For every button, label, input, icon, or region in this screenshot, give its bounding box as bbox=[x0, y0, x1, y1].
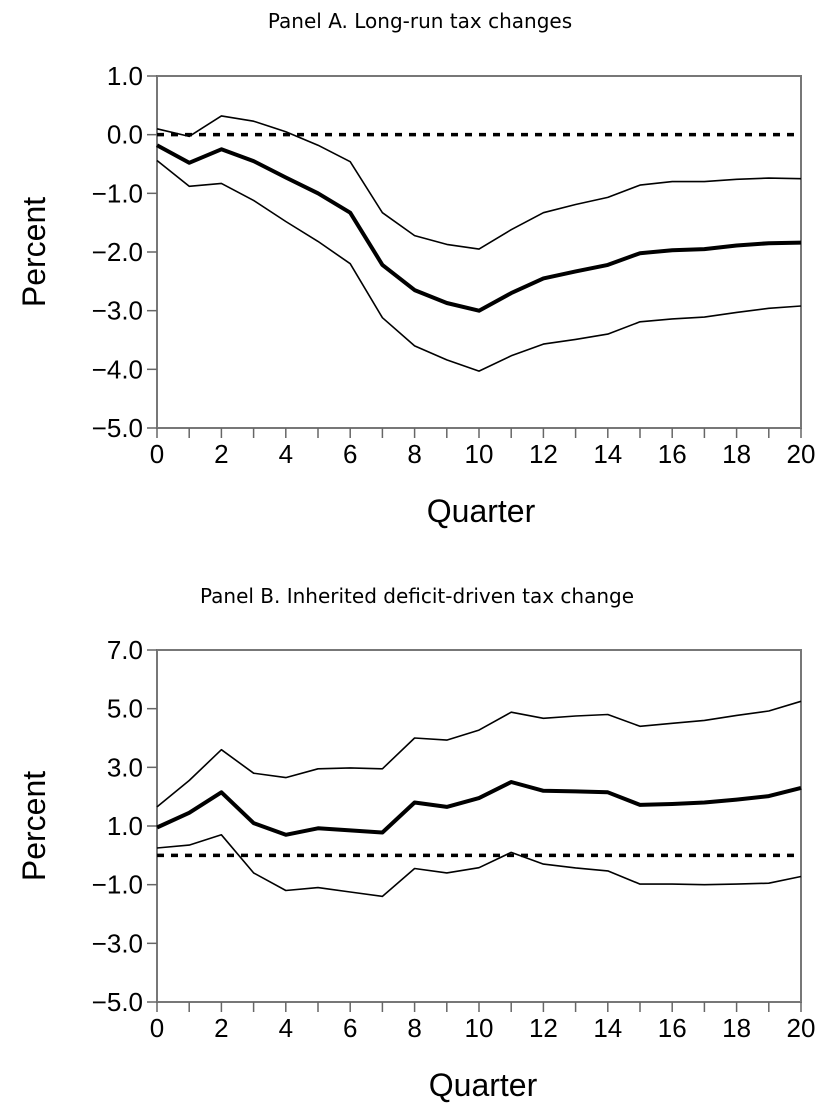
panel-a-x-tick-label: 20 bbox=[787, 439, 816, 469]
panel-b-x-axis-label: Quarter bbox=[429, 1067, 538, 1103]
panel-b-x-tick-label: 16 bbox=[658, 1013, 687, 1043]
panel-b-y-tick-label: 1.0 bbox=[107, 811, 143, 841]
panel-b-x-tick-label: 10 bbox=[465, 1013, 494, 1043]
panel-a-y-axis-label: Percent bbox=[16, 197, 52, 307]
panel-b-x-tick-label: 18 bbox=[722, 1013, 751, 1043]
panel-a-y-tick-label: −2.0 bbox=[92, 237, 143, 267]
panel-b-tick-labels: 0 2 4 6 8 10 12 14 16 18 20 7.0 5.0 3.0 1.0 −1.0 −3.0 −5.… bbox=[92, 635, 816, 1043]
panel-a-x-tick-label: 4 bbox=[279, 439, 293, 469]
panel-a-lines bbox=[156, 115, 802, 372]
panel-a-y-tick-label: −4.0 bbox=[92, 354, 143, 384]
panel-a-estimate-line bbox=[156, 143, 802, 313]
panel-a: Panel A. Long-run tax changes 0 2 4 6 8 10 12 1… bbox=[16, 9, 815, 529]
panel-b-y-axis-label: Percent bbox=[16, 771, 52, 881]
panel-a-y-tick-label: −3.0 bbox=[92, 296, 143, 326]
panel-a-lower-line bbox=[156, 159, 802, 372]
panel-b-x-tick-label: 8 bbox=[407, 1013, 421, 1043]
panel-a-x-tick-label: 8 bbox=[407, 439, 421, 469]
panel-b-x-tick-label: 4 bbox=[279, 1013, 293, 1043]
panel-b-x-tick-label: 20 bbox=[787, 1013, 816, 1043]
panel-b-x-tick-label: 12 bbox=[529, 1013, 558, 1043]
panel-b-ticks bbox=[147, 649, 802, 1012]
panel-b-x-tick-label: 2 bbox=[214, 1013, 228, 1043]
panel-b-estimate-line bbox=[156, 780, 802, 837]
panel-b-plot-frame bbox=[156, 649, 802, 1003]
panel-a-plot-frame bbox=[156, 75, 802, 429]
panel-a-tick-labels: 0 2 4 6 8 10 12 14 16 18 20 1.0 0.0 −1.0 −2.0 −3.0 −4.0 −… bbox=[92, 61, 816, 469]
panel-b: Panel B. Inherited deficit-driven tax ch… bbox=[16, 584, 815, 1103]
panel-a-y-tick-label: 0.0 bbox=[107, 120, 143, 150]
panel-b-y-tick-label: −5.0 bbox=[92, 987, 143, 1017]
panel-b-x-tick-label: 14 bbox=[593, 1013, 622, 1043]
panel-b-y-tick-label: 3.0 bbox=[107, 752, 143, 782]
panel-a-x-tick-label: 6 bbox=[343, 439, 357, 469]
panel-a-x-tick-label: 10 bbox=[465, 439, 494, 469]
panel-a-x-axis-label: Quarter bbox=[427, 493, 536, 529]
panel-b-y-tick-label: −3.0 bbox=[92, 928, 143, 958]
panel-a-x-tick-label: 0 bbox=[150, 439, 164, 469]
panel-a-x-tick-label: 14 bbox=[593, 439, 622, 469]
panel-b-title: Panel B. Inherited deficit-driven tax ch… bbox=[200, 584, 634, 608]
panel-b-y-tick-label: 5.0 bbox=[107, 694, 143, 724]
panel-a-x-tick-label: 2 bbox=[214, 439, 228, 469]
panel-a-ticks bbox=[147, 75, 802, 438]
panel-b-x-tick-label: 6 bbox=[343, 1013, 357, 1043]
panel-a-y-tick-label: −1.0 bbox=[92, 178, 143, 208]
panel-b-lines bbox=[156, 700, 802, 898]
panel-a-x-tick-label: 12 bbox=[529, 439, 558, 469]
panel-b-x-tick-label: 0 bbox=[150, 1013, 164, 1043]
panel-a-title: Panel A. Long-run tax changes bbox=[268, 9, 572, 33]
panel-a-x-tick-label: 18 bbox=[722, 439, 751, 469]
panel-b-upper-line bbox=[156, 700, 802, 808]
panel-b-lower-line bbox=[156, 833, 802, 898]
panel-a-x-tick-label: 16 bbox=[658, 439, 687, 469]
panel-a-upper-line bbox=[156, 115, 802, 250]
panel-a-y-tick-label: −5.0 bbox=[92, 413, 143, 443]
panel-b-y-tick-label: −1.0 bbox=[92, 870, 143, 900]
panel-b-y-tick-label: 7.0 bbox=[107, 635, 143, 665]
panel-a-y-tick-label: 1.0 bbox=[107, 61, 143, 91]
